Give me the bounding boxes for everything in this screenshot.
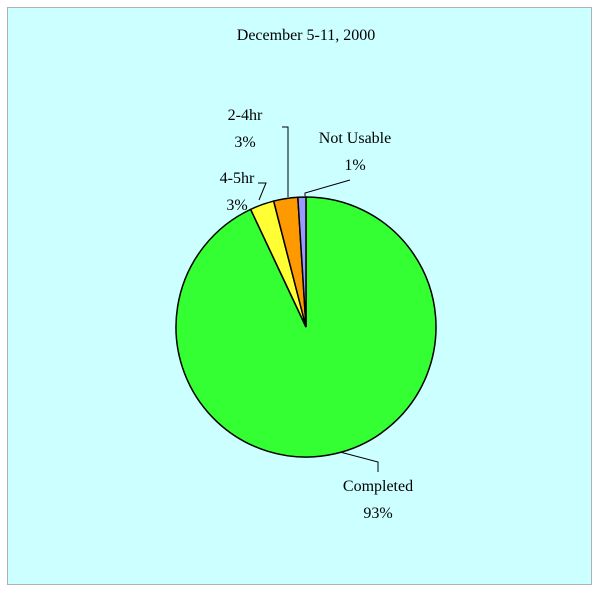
chart-title: December 5-11, 2000 <box>237 27 375 44</box>
leader-line <box>304 179 351 196</box>
pie-slice <box>297 196 307 328</box>
slice-label: Completed <box>343 478 413 495</box>
slice-label: Not Usable <box>319 130 391 147</box>
slice-label: 2-4hr <box>228 107 263 124</box>
slice-value-label: 3% <box>226 197 247 214</box>
leader-line <box>282 126 289 197</box>
leader-line <box>339 451 379 472</box>
slice-value-label: 93% <box>363 505 392 522</box>
slice-label: 4-5hr <box>220 170 255 187</box>
leader-line <box>258 182 267 201</box>
slice-value-label: 1% <box>344 157 365 174</box>
slice-value-label: 3% <box>234 134 255 151</box>
